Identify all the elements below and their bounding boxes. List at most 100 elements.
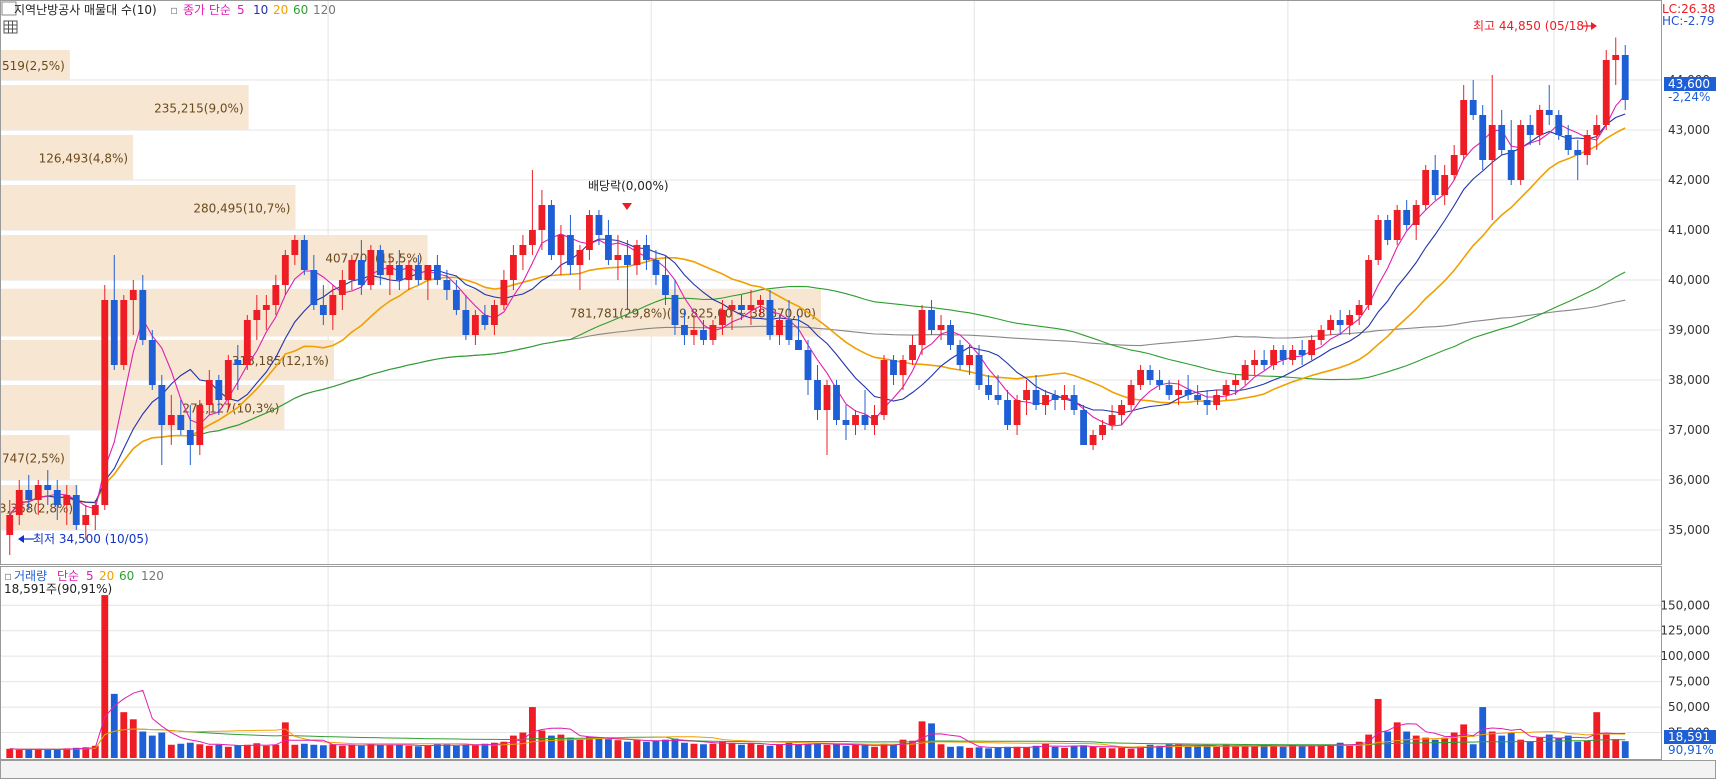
candle-body: [852, 415, 859, 425]
volume-bar: [614, 740, 622, 758]
dividend-arrow-icon: [622, 203, 632, 210]
candle-body: [937, 325, 945, 330]
ma5-label: 5: [237, 3, 245, 17]
volume-bar: [196, 744, 204, 758]
candle-body: [509, 255, 517, 280]
table-icon[interactable]: [3, 20, 18, 34]
volume-bar: [833, 744, 840, 758]
volume-bar: [15, 749, 23, 758]
volume-bar: [1431, 739, 1439, 758]
candle-body: [253, 310, 261, 320]
volume-ma-label: 단순: [57, 569, 79, 583]
volume-profile-label: 126,493(4,8%): [39, 152, 128, 166]
volume-bar: [1089, 746, 1097, 758]
candle-body: [528, 230, 536, 245]
volume-tick-label: 150,000: [1660, 598, 1710, 612]
candle-body: [1289, 350, 1297, 360]
candle-body: [871, 415, 878, 425]
candle-body: [300, 240, 308, 270]
candle-body: [557, 235, 565, 255]
volume-bar: [34, 748, 42, 758]
candle-body: [1450, 155, 1458, 175]
volume-bar: [177, 743, 185, 758]
candle-body: [1118, 405, 1126, 415]
candle-body: [956, 345, 964, 365]
candle-body: [405, 265, 413, 280]
volume-bar: [490, 742, 498, 758]
volume-title: 거래량: [14, 569, 47, 583]
candle-body: [1099, 425, 1107, 435]
panel-menu-icon[interactable]: [1, 1, 17, 16]
candle-body: [433, 265, 441, 280]
volume-bar: [966, 747, 973, 758]
candle-body: [1061, 395, 1068, 400]
candle-body: [547, 205, 555, 255]
volume-bar: [329, 744, 337, 758]
volume-bar: [291, 744, 299, 758]
volume-bar: [652, 740, 660, 758]
candle-body: [243, 320, 251, 365]
candle-body: [395, 265, 403, 280]
volume-bar: [956, 746, 964, 758]
candle-body: [766, 300, 774, 335]
volume-bar: [804, 743, 812, 758]
price-tick-label: 43,000: [1668, 123, 1710, 137]
candle-body: [842, 420, 850, 425]
volume-bullet: ▫: [4, 569, 12, 583]
candle-body: [281, 255, 289, 285]
volume-bar: [1108, 748, 1116, 758]
candle-body: [262, 305, 270, 310]
last-volume-pct-text: 90,91%: [1668, 743, 1714, 757]
candle-body: [1023, 390, 1030, 400]
volume-bar: [443, 744, 451, 758]
candle-body: [481, 315, 489, 325]
candle-body: [576, 250, 584, 265]
volume-bar: [899, 739, 907, 758]
volume-bar: [842, 745, 850, 758]
volume-bar: [557, 734, 565, 758]
candle-body: [1526, 125, 1534, 135]
candle-body: [633, 245, 641, 265]
volume-bar: [1621, 741, 1629, 758]
candle-body: [1498, 125, 1506, 150]
volume-bar: [120, 712, 128, 758]
candle-body: [890, 360, 897, 375]
candle-body: [291, 240, 299, 255]
candle-body: [1545, 110, 1553, 115]
volume-bar: [576, 739, 584, 758]
volume-bar: [1317, 745, 1325, 758]
volume-bar: [72, 747, 80, 758]
volume-bar: [671, 738, 679, 758]
volume-bar: [300, 743, 308, 758]
candle-body: [1004, 400, 1011, 425]
volume-bar: [319, 745, 327, 758]
candle-body: [1374, 220, 1382, 260]
candle-body: [1479, 115, 1487, 160]
volume-bar: [1583, 740, 1591, 758]
candle-body: [605, 235, 612, 260]
candle-body: [44, 485, 52, 490]
candle-body: [595, 215, 603, 235]
volume-bar: [690, 743, 698, 758]
volume-bar: [1374, 698, 1382, 758]
candle-body: [928, 310, 935, 330]
volume-bar: [728, 743, 736, 758]
candle-body: [538, 205, 546, 230]
volume-bar: [538, 730, 546, 758]
volume-profile-label: 65,747(2,5%): [0, 452, 65, 466]
volume-bar: [1042, 743, 1049, 758]
candle-body: [1108, 415, 1116, 425]
volume-profile-label: 235,215(9,0%): [154, 102, 243, 116]
volume-bar: [937, 744, 945, 758]
candle-body: [338, 280, 346, 295]
candle-body: [91, 505, 99, 515]
volume-bars: [6, 595, 1629, 758]
volume-bar: [1061, 747, 1068, 758]
candle-body: [376, 250, 384, 275]
candle-body: [662, 275, 669, 295]
candle-body: [1365, 260, 1373, 305]
candle-body: [1051, 395, 1059, 400]
candle-body: [1469, 100, 1477, 115]
volume-bar: [1469, 744, 1477, 758]
candle-body: [462, 310, 470, 335]
